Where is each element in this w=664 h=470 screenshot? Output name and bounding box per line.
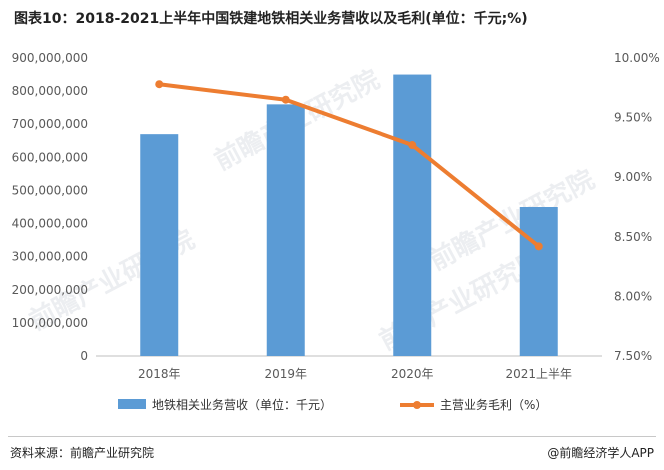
bar — [519, 207, 558, 356]
brand-label: @前瞻经济学人APP — [547, 446, 654, 460]
x-tick-label: 2019年 — [264, 367, 307, 381]
y-right-tick-label: 8.00% — [614, 289, 652, 303]
y-left-tick-label: 100,000,000 — [12, 316, 88, 330]
bar — [266, 104, 305, 356]
source-note: 资料来源：前瞻产业研究院 — [10, 446, 155, 460]
y-left-tick-label: 300,000,000 — [12, 250, 88, 264]
y-left-tick-label: 0 — [80, 349, 88, 363]
y-right-tick-label: 7.50% — [614, 349, 652, 363]
legend-bar-label: 地铁相关业务营收（单位：千元） — [152, 397, 332, 412]
x-tick-label: 2020年 — [391, 367, 434, 381]
x-tick-label: 2021上半年 — [505, 367, 572, 381]
legend-bar-swatch — [118, 399, 146, 409]
y-left-tick-label: 500,000,000 — [12, 183, 88, 197]
margin-line — [157, 82, 541, 249]
legend-line-marker — [413, 401, 421, 409]
y-left-tick-label: 900,000,000 — [12, 51, 88, 65]
y-right-tick-label: 9.00% — [614, 170, 652, 184]
y-left-tick-label: 800,000,000 — [12, 84, 88, 98]
chart-title: 图表10：2018-2021上半年中国铁建地铁相关业务营收以及毛利(单位：千元;… — [14, 11, 528, 27]
legend-line-label: 主营业务毛利（%） — [440, 397, 547, 412]
footer-divider — [8, 436, 656, 437]
margin-point — [155, 80, 164, 89]
y-left-tick-label: 600,000,000 — [12, 150, 88, 164]
margin-point — [408, 141, 417, 150]
margin-point — [281, 95, 290, 104]
margin-point — [534, 242, 543, 251]
y-left-tick-label: 200,000,000 — [12, 283, 88, 297]
x-tick-label: 2018年 — [138, 367, 181, 381]
y-right-tick-label: 10.00% — [614, 51, 660, 65]
y-right-tick-label: 8.50% — [614, 230, 652, 244]
y-left-tick-label: 700,000,000 — [12, 117, 88, 131]
bar — [393, 74, 432, 357]
bar — [140, 134, 179, 356]
y-right-tick-label: 9.50% — [614, 111, 652, 125]
y-left-tick-label: 400,000,000 — [12, 217, 88, 231]
